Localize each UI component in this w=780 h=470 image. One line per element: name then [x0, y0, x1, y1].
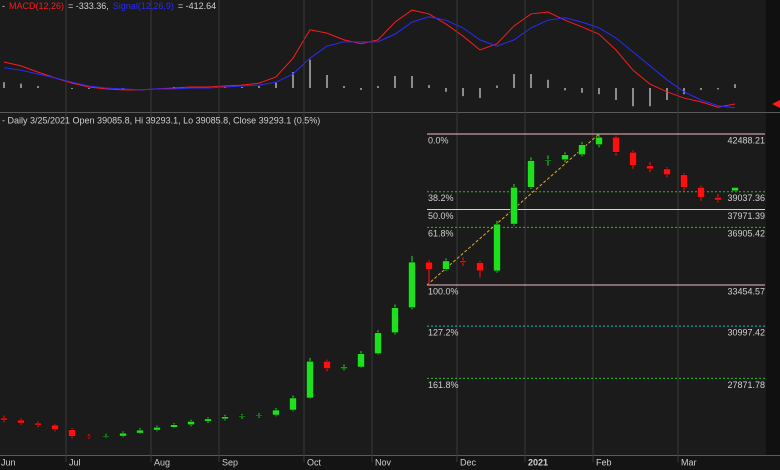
candle-body: [0, 417, 8, 421]
fib-anchor-line: [426, 133, 600, 286]
legend-name: Signal(12,26,9): [113, 1, 174, 11]
candle-body: [136, 429, 144, 434]
candle-body: [510, 187, 518, 225]
candle-body: [544, 159, 552, 161]
candle-body: [153, 426, 161, 431]
fib-level-value: 33454.57: [727, 286, 765, 296]
candle-body: [663, 168, 671, 176]
x-tick-label: Mar: [681, 457, 697, 467]
candle-body: [408, 261, 416, 308]
fib-level-label: 161.8%: [428, 380, 459, 390]
fib-level-value: 42488.21: [727, 135, 765, 145]
x-tick-label: Dec: [460, 457, 477, 467]
candle-body: [272, 409, 280, 416]
candle-body: [85, 436, 93, 438]
candle-body: [374, 332, 382, 354]
fib-level-value: 39037.36: [727, 193, 765, 203]
x-tick-label: 2021: [528, 457, 548, 467]
fib-level-value: 36905.42: [727, 229, 765, 239]
candle-body: [731, 187, 739, 192]
candle-body: [306, 360, 314, 399]
candle-body: [612, 136, 620, 153]
fib-level-label: 61.8%: [428, 229, 454, 239]
x-tick-label: Oct: [307, 457, 322, 467]
candle-body: [357, 353, 365, 368]
candle-body: [323, 360, 331, 369]
candle-body: [425, 261, 433, 270]
candle-body: [629, 151, 637, 166]
x-tick-label: Nov: [375, 457, 392, 467]
x-tick-label: Jul: [69, 457, 81, 467]
candle-body: [119, 432, 127, 437]
candle-body: [442, 260, 450, 270]
macd-header: - MACD(12,26) = -333.36, Signal(12,26,9) = -…: [2, 1, 216, 11]
candle-body: [697, 187, 705, 198]
candle-body: [17, 419, 25, 424]
candle-body: [34, 422, 42, 426]
x-tick-label: Aug: [154, 457, 170, 467]
fib-level-label: 38.2%: [428, 193, 454, 203]
candle-body: [68, 429, 76, 437]
candle-body: [255, 414, 263, 417]
header-prefix: -: [2, 1, 5, 11]
candle-body: [646, 165, 654, 170]
fib-level-label: 0.0%: [428, 135, 449, 145]
y-axis-strip: [766, 0, 780, 455]
legend-value: = -412.64: [178, 1, 216, 11]
candle-body: [527, 160, 535, 188]
candle-body: [221, 416, 229, 420]
candle-body: [714, 197, 722, 201]
candle-body: [204, 418, 212, 422]
candle-body: [476, 262, 484, 272]
fib-level-label: 50.0%: [428, 211, 454, 221]
candle-body: [578, 144, 586, 155]
candle-body: [187, 421, 195, 425]
candle-body: [51, 424, 59, 431]
candle-body: [391, 307, 399, 334]
x-tick-label: Sep: [222, 457, 238, 467]
candle-body: [561, 154, 569, 160]
legend-name: MACD(12,26): [9, 1, 64, 11]
macd-line: [3, 16, 736, 109]
legend-value: = -333.36,: [68, 1, 109, 11]
candle-body: [238, 415, 246, 417]
candle-body: [340, 366, 348, 369]
last-value-marker: [772, 99, 780, 108]
x-axis-strip: [0, 455, 780, 470]
x-tick-label: Jun: [1, 457, 16, 467]
fib-level-value: 30997.42: [727, 328, 765, 338]
fib-level-label: 100.0%: [428, 286, 459, 296]
candle-body: [170, 424, 178, 428]
x-tick-label: Feb: [596, 457, 612, 467]
chart-title: - Daily 3/25/2021 Open 39085.8, Hi 39293…: [2, 115, 320, 125]
candle-body: [102, 435, 110, 438]
fib-level-value: 27871.78: [727, 380, 765, 390]
fib-level-label: 127.2%: [428, 328, 459, 338]
candle-body: [595, 136, 603, 145]
candle-body: [289, 397, 297, 411]
candle-body: [493, 223, 501, 272]
candle-body: [459, 260, 467, 263]
fib-level-value: 37971.39: [727, 211, 765, 221]
candle-body: [680, 174, 688, 188]
